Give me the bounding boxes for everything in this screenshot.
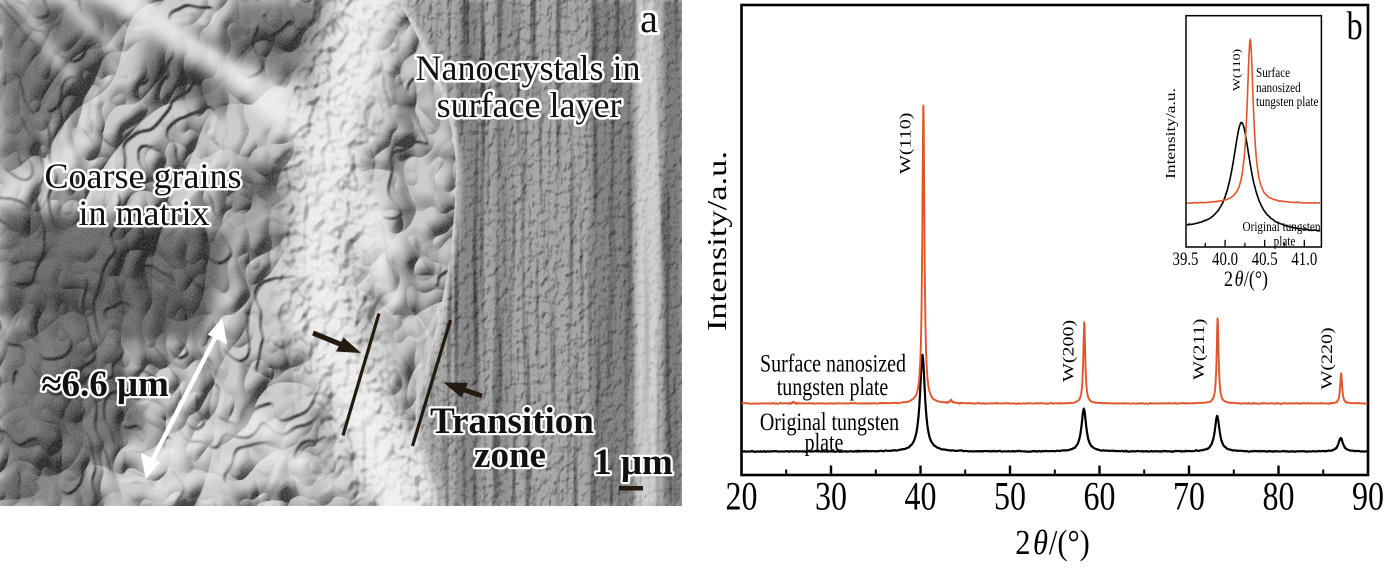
svg-text:Coarse grains: Coarse grains [45, 156, 242, 196]
svg-text:tungsten plate: tungsten plate [777, 373, 889, 401]
svg-text:Nanocrystals in: Nanocrystals in [416, 48, 641, 88]
svg-text:surface layer: surface layer [437, 85, 622, 125]
svg-text:Nanocrystals in: Nanocrystals in [416, 48, 641, 88]
svg-text:70: 70 [1173, 474, 1205, 518]
svg-text:80: 80 [1263, 474, 1295, 518]
svg-text:60: 60 [1084, 474, 1116, 518]
svg-text:Transition: Transition [430, 401, 594, 442]
svg-text:50: 50 [994, 474, 1026, 518]
svg-text:41.0: 41.0 [1291, 249, 1317, 270]
svg-text:W(110): W(110) [896, 113, 915, 174]
svg-text:39.5: 39.5 [1173, 249, 1199, 270]
svg-text:W(220): W(220) [1318, 327, 1337, 389]
svg-text:Surface: Surface [1256, 65, 1290, 80]
svg-text:nanosized: nanosized [1256, 80, 1301, 95]
svg-text:20: 20 [726, 474, 758, 518]
svg-text:a: a [640, 0, 658, 41]
svg-text:≈6.6 μm: ≈6.6 μm [41, 364, 169, 405]
svg-text:2θ/(°): 2θ/(°) [1224, 267, 1268, 291]
svg-text:40.0: 40.0 [1212, 249, 1238, 270]
svg-text:in matrix: in matrix [79, 193, 210, 233]
svg-text:plate: plate [1274, 233, 1296, 248]
svg-text:W(200): W(200) [1059, 320, 1078, 382]
svg-text:≈6.6 μm: ≈6.6 μm [41, 364, 169, 405]
svg-text:40.5: 40.5 [1252, 249, 1278, 270]
svg-text:tungsten plate: tungsten plate [1256, 94, 1319, 109]
svg-text:1 μm: 1 μm [593, 442, 673, 483]
svg-text:a: a [640, 0, 658, 41]
svg-text:Original tungsten: Original tungsten [760, 408, 899, 436]
svg-text:plate: plate [805, 428, 844, 456]
svg-text:b: b [1347, 3, 1363, 47]
svg-text:1 μm: 1 μm [593, 442, 673, 483]
svg-text:zone: zone [474, 435, 546, 476]
svg-text:Original tungsten: Original tungsten [1243, 219, 1322, 234]
svg-text:Surface nanosized: Surface nanosized [760, 349, 907, 377]
svg-text:zone: zone [474, 435, 546, 476]
svg-text:Transition: Transition [430, 401, 594, 442]
svg-text:Intensity/a.u.: Intensity/a.u. [1164, 88, 1179, 179]
svg-text:surface layer: surface layer [437, 85, 622, 125]
svg-text:W(211): W(211) [1190, 319, 1209, 380]
svg-text:2θ/(°): 2θ/(°) [1015, 524, 1090, 562]
svg-text:30: 30 [815, 474, 847, 518]
svg-text:Coarse grains: Coarse grains [45, 156, 242, 196]
svg-text:W(110): W(110) [1230, 49, 1242, 91]
svg-text:90: 90 [1352, 474, 1384, 518]
svg-text:40: 40 [905, 474, 937, 518]
svg-text:in matrix: in matrix [79, 193, 210, 233]
svg-text:Intensity/a.u.: Intensity/a.u. [701, 151, 732, 331]
